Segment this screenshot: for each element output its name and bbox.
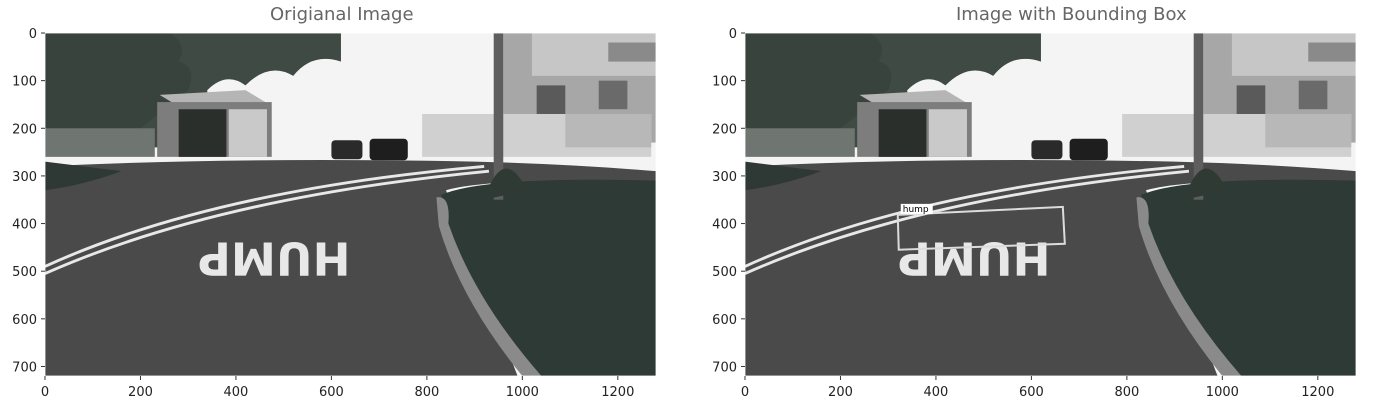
- left-grass: [745, 161, 822, 191]
- x-tick-label: 200: [828, 385, 853, 400]
- bounding-box-label: hump: [903, 205, 929, 215]
- bounding-box: [896, 205, 1066, 251]
- grass-verge: [1141, 179, 1356, 376]
- chainlink-fence: [45, 128, 155, 157]
- x-tick-label: 600: [1019, 385, 1044, 400]
- building-window: [608, 42, 656, 62]
- y-tick-label: 0: [29, 27, 37, 42]
- x-tick-label: 400: [924, 385, 949, 400]
- left-tree-canopy: [745, 33, 892, 138]
- shed-wall: [928, 109, 967, 157]
- shed-wall: [228, 109, 267, 157]
- x-tick-label: 600: [319, 385, 344, 400]
- center-line: [45, 169, 490, 275]
- bbox-image-title: Image with Bounding Box: [956, 4, 1187, 25]
- utility-pole: [493, 33, 504, 200]
- parked-car: [1069, 138, 1108, 161]
- axes-frame: [744, 32, 1357, 377]
- utility-pole: [1193, 33, 1204, 200]
- y-tick-label: 400: [712, 218, 737, 233]
- x-tick-label: 400: [224, 385, 249, 400]
- axes-frame: [44, 32, 657, 377]
- curb: [436, 197, 542, 376]
- y-tick-label: 300: [12, 170, 37, 185]
- hump-marking-text: HUMP: [198, 232, 351, 285]
- bbox-image-axes: HUMP 0 200 400 600 800 1000 1200 0 100 200 300 400 50…: [712, 27, 1357, 400]
- curb: [1136, 197, 1242, 376]
- x-tick-label: 0: [41, 385, 49, 400]
- y-tick-label: 300: [712, 170, 737, 185]
- y-tick-label: 500: [712, 265, 737, 280]
- parked-car: [331, 140, 363, 160]
- building-window: [1308, 42, 1356, 62]
- hump-road-marking: HUMP: [898, 232, 1051, 285]
- x-tick-label: 800: [1114, 385, 1139, 400]
- fence: [1265, 113, 1352, 148]
- parked-car: [369, 138, 408, 161]
- original-image-axes: HUMP 0 200 400 600 800 1000 1200 0 100 200 300 400 50…: [12, 27, 657, 400]
- x-tick-label: 800: [414, 385, 439, 400]
- x-tick-label: 200: [128, 385, 153, 400]
- x-tick-label: 1000: [506, 385, 539, 400]
- hump-marking-text: HUMP: [898, 232, 1051, 285]
- y-tick-label: 600: [12, 313, 37, 328]
- y-tick-label: 700: [712, 360, 737, 375]
- x-tick-label: 1200: [601, 385, 634, 400]
- chainlink-fence: [745, 128, 855, 157]
- y-tick-label: 600: [712, 313, 737, 328]
- center-line: [745, 164, 1185, 268]
- left-tree-canopy: [45, 33, 192, 138]
- shrub: [484, 168, 528, 200]
- building-window: [1298, 80, 1328, 110]
- center-line: [45, 164, 485, 268]
- left-grass: [45, 161, 122, 191]
- grass-verge: [441, 179, 656, 376]
- building-window: [598, 80, 628, 110]
- center-line: [745, 169, 1190, 275]
- photo: HUMP: [45, 33, 656, 376]
- y-tick-label: 400: [12, 218, 37, 233]
- shed-door: [878, 109, 927, 157]
- bounding-box-label-bg: [900, 203, 933, 214]
- original-image-title: Origianal Image: [270, 4, 414, 25]
- bbox-image-panel: Image with Bounding Box HUMP 0 200 400 600 80…: [700, 0, 1400, 409]
- y-tick-label: 200: [712, 122, 737, 137]
- original-image-panel: Origianal Image HUMP 0 200 400 600 800 1000 120…: [12, 4, 657, 400]
- x-tick-label: 1200: [1301, 385, 1334, 400]
- y-tick-label: 0: [729, 27, 737, 42]
- y-tick-label: 100: [712, 75, 737, 90]
- y-tick-label: 100: [12, 75, 37, 90]
- x-tick-label: 1000: [1206, 385, 1239, 400]
- shrub: [1184, 168, 1228, 200]
- shed-door: [178, 109, 227, 157]
- y-tick-label: 500: [12, 265, 37, 280]
- x-tick-label: 0: [741, 385, 749, 400]
- photo: HUMP: [745, 33, 1356, 376]
- parked-car: [1031, 140, 1063, 160]
- y-tick-label: 200: [12, 122, 37, 137]
- fence: [565, 113, 652, 148]
- hump-road-marking: HUMP: [198, 232, 351, 285]
- y-tick-label: 700: [12, 360, 37, 375]
